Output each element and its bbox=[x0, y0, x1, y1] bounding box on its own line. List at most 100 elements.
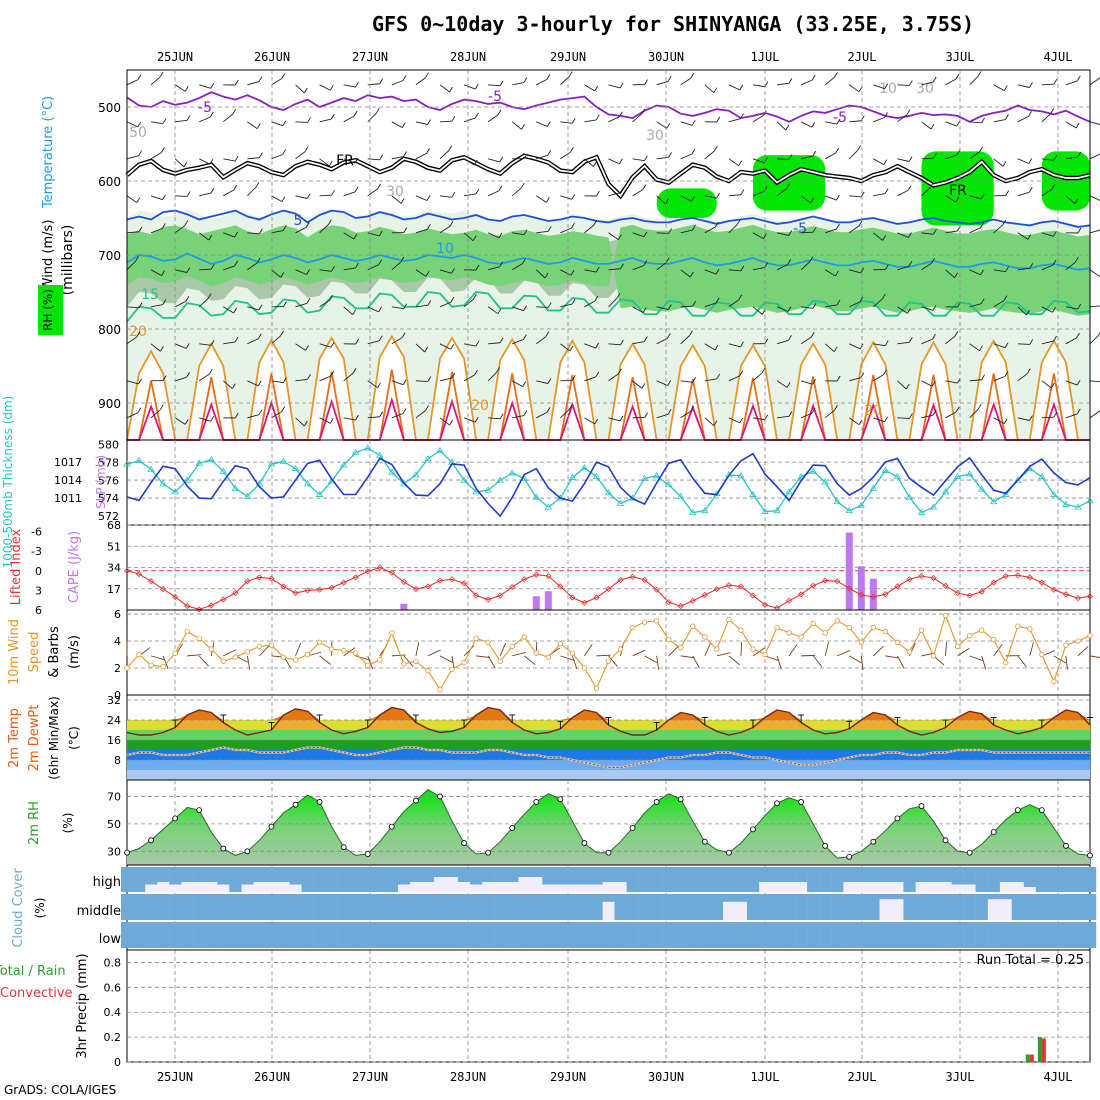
wind-barb bbox=[993, 343, 1006, 349]
point-lifted bbox=[1026, 574, 1033, 581]
date-label-top: 4JUL bbox=[1044, 50, 1073, 64]
cloud-cell-middle bbox=[121, 894, 134, 920]
wind-barb-tick bbox=[209, 159, 214, 165]
wind-barb-tick bbox=[643, 231, 648, 237]
cloud-cell-low bbox=[421, 922, 435, 948]
point-wind-speed bbox=[774, 624, 780, 631]
wind-barb bbox=[873, 193, 886, 197]
wind-barb bbox=[921, 338, 933, 345]
cloud-cell-middle bbox=[482, 894, 495, 920]
wind-barb-tick bbox=[955, 73, 960, 80]
cloud-cell-middle bbox=[903, 894, 916, 920]
wind-barb bbox=[463, 374, 475, 382]
cloud-cell-high bbox=[373, 867, 386, 892]
wind-barb bbox=[1065, 380, 1078, 386]
point-thickness bbox=[267, 460, 276, 467]
wind-barb bbox=[608, 297, 618, 308]
wind-barb-tick bbox=[834, 72, 838, 78]
wind-barb bbox=[126, 195, 138, 204]
point-lifted bbox=[930, 574, 937, 582]
wind-barb-tick bbox=[355, 81, 359, 88]
point-lifted bbox=[617, 576, 624, 583]
wind-barb bbox=[800, 336, 812, 345]
ylabel-wind: Wind (m/s) bbox=[41, 220, 56, 291]
wind-barb bbox=[969, 227, 981, 234]
wind-barb bbox=[198, 298, 209, 308]
wind-barb-tick bbox=[1076, 332, 1080, 339]
wind-barb-tick bbox=[715, 268, 720, 275]
point-rh bbox=[990, 829, 997, 835]
cloud-cell-low bbox=[795, 922, 808, 948]
bar-convective bbox=[1029, 1054, 1034, 1062]
wind-barb-tick bbox=[641, 383, 646, 389]
cloud-cell-low bbox=[1035, 922, 1049, 948]
wind-barb bbox=[560, 409, 570, 419]
series-dewpt bbox=[126, 746, 1090, 768]
rh-patch-bright bbox=[752, 155, 826, 211]
wind-barb bbox=[415, 77, 426, 86]
wind-barb-tick bbox=[979, 345, 983, 351]
wind-barb-tick bbox=[593, 161, 597, 167]
cloud-cell-low bbox=[313, 922, 326, 948]
wind-barb bbox=[849, 343, 861, 350]
wind-barb bbox=[873, 374, 884, 382]
wind-barb bbox=[897, 341, 910, 345]
wind-barb bbox=[1089, 153, 1100, 160]
wind-barb-tick bbox=[329, 418, 334, 424]
point-thickness bbox=[761, 507, 769, 514]
cloud-cell-high bbox=[795, 867, 808, 882]
wind-barb-tick bbox=[355, 414, 359, 421]
contour-label: -5 bbox=[793, 221, 807, 237]
wind-barb-tick bbox=[328, 160, 333, 167]
cloud-cell-high bbox=[891, 867, 904, 882]
date-label-bottom: 29JUN bbox=[550, 1070, 586, 1084]
point-wind-speed bbox=[665, 636, 672, 643]
cloud-cell-high bbox=[133, 867, 146, 892]
wind-barb-tick bbox=[786, 183, 790, 189]
contour-label: -5 bbox=[833, 110, 847, 126]
wind-barb bbox=[439, 377, 452, 382]
wind-barb bbox=[247, 157, 260, 160]
wind-barb bbox=[728, 118, 741, 123]
point-rh bbox=[966, 849, 973, 856]
wind-barb bbox=[199, 417, 211, 422]
wind-barb-tick bbox=[858, 86, 863, 92]
wind-barb bbox=[1065, 337, 1077, 345]
wind-barb-tick bbox=[691, 196, 695, 202]
wind-barb-tick bbox=[330, 370, 335, 377]
wind-barb-tick bbox=[716, 373, 721, 380]
wind-barb-tick bbox=[234, 260, 239, 267]
wind-barb-tick bbox=[835, 270, 839, 277]
wind-barb-tick bbox=[282, 377, 287, 383]
wind-barb-tick bbox=[740, 341, 744, 348]
wind-barb-tick bbox=[137, 121, 142, 128]
wind-barb-tick bbox=[858, 419, 863, 425]
wind-barb-tick bbox=[210, 83, 215, 89]
point-wind-speed bbox=[184, 628, 190, 635]
cloud-cell-middle bbox=[590, 894, 603, 920]
wind-barb-tick bbox=[257, 380, 262, 387]
date-label-bottom: 26JUN bbox=[254, 1070, 290, 1084]
wind-barb-tick bbox=[714, 344, 719, 351]
cloud-cell-low bbox=[373, 922, 386, 948]
cloud-cell-middle bbox=[734, 894, 748, 902]
wind-barb-tick bbox=[954, 272, 958, 278]
wind-barb-tick bbox=[619, 82, 624, 89]
chart-title: GFS 0~10day 3-hourly for SHINYANGA (33.2… bbox=[372, 12, 975, 36]
wind-barb-tick bbox=[280, 272, 285, 278]
wind-barb bbox=[271, 335, 281, 345]
cloud-cell-middle bbox=[819, 894, 832, 920]
wind-barb bbox=[1041, 340, 1054, 345]
point-lifted bbox=[448, 576, 456, 583]
ytick-thickness: 572 bbox=[98, 510, 119, 523]
wind-barb-tick bbox=[881, 293, 886, 300]
wind-barb-tick bbox=[667, 409, 672, 415]
wind-barb-tick bbox=[138, 150, 142, 156]
point-thickness bbox=[604, 489, 613, 496]
cloud-cell-low bbox=[482, 922, 495, 948]
wind-barb bbox=[175, 119, 188, 123]
point-rh bbox=[196, 807, 203, 814]
cloud-cell-low bbox=[626, 922, 639, 948]
wind-barb bbox=[319, 118, 332, 123]
wind-barb-tick bbox=[1077, 227, 1082, 234]
